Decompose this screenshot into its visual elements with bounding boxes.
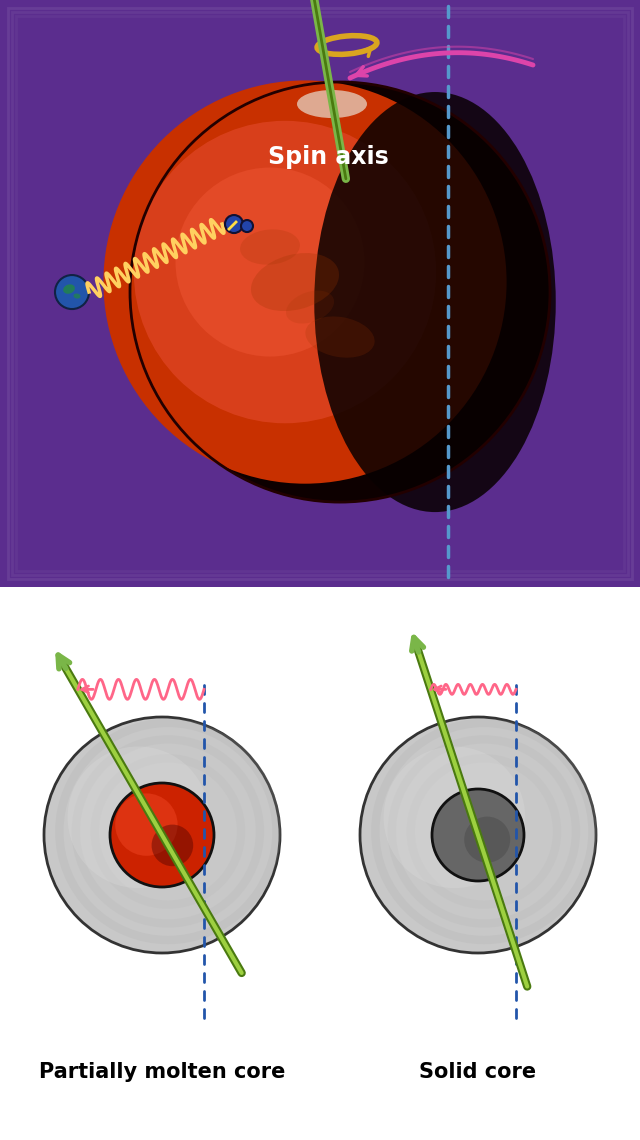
Circle shape [360, 717, 596, 953]
Circle shape [134, 121, 436, 423]
Ellipse shape [240, 229, 300, 264]
Circle shape [383, 747, 525, 888]
Circle shape [225, 215, 243, 233]
Circle shape [464, 816, 510, 863]
Circle shape [104, 81, 507, 483]
Ellipse shape [63, 284, 75, 294]
Ellipse shape [314, 92, 556, 512]
Ellipse shape [305, 317, 374, 358]
Polygon shape [0, 587, 640, 1140]
Text: Spin axis: Spin axis [268, 145, 388, 169]
Ellipse shape [286, 291, 334, 324]
Circle shape [432, 789, 524, 881]
Ellipse shape [297, 90, 367, 119]
Circle shape [110, 783, 214, 887]
Polygon shape [0, 0, 640, 587]
Circle shape [55, 275, 89, 309]
Circle shape [115, 793, 178, 856]
Text: Partially molten core: Partially molten core [39, 1062, 285, 1082]
Ellipse shape [74, 293, 81, 299]
Circle shape [175, 168, 365, 357]
Ellipse shape [251, 253, 339, 311]
Text: Solid core: Solid core [419, 1062, 536, 1082]
Circle shape [130, 82, 550, 502]
Circle shape [68, 747, 209, 888]
Circle shape [152, 824, 193, 866]
Circle shape [44, 717, 280, 953]
Circle shape [241, 220, 253, 233]
